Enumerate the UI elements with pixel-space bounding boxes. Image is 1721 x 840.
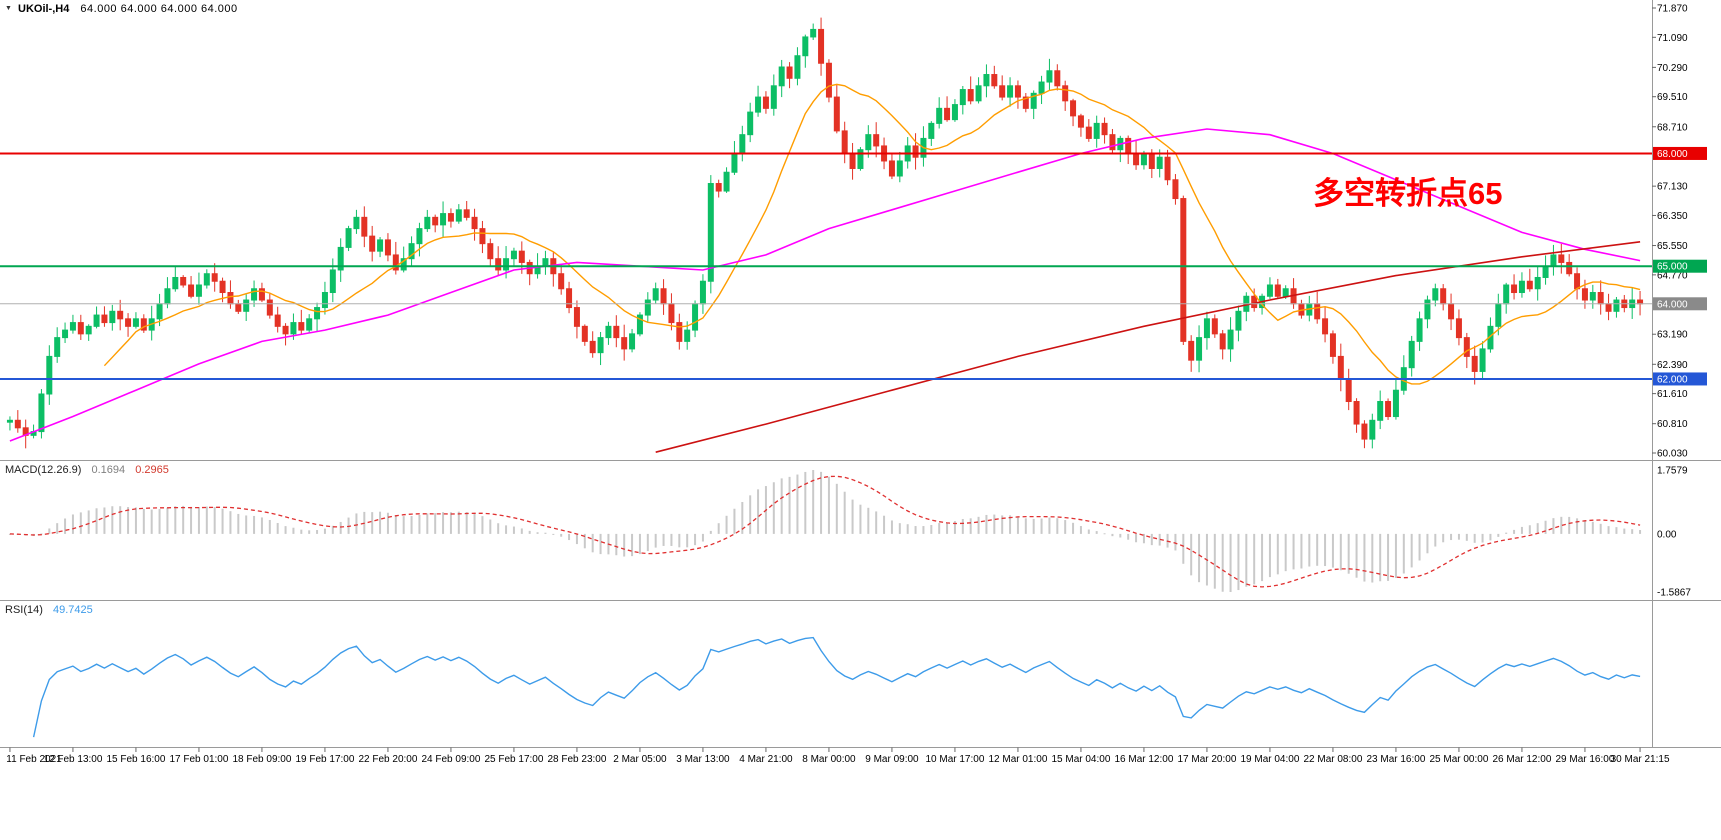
time-axis-label: 15 Feb 16:00 (106, 754, 165, 765)
ma-slow-line (655, 241, 1641, 453)
price-badge-label: 68.000 (1657, 149, 1688, 160)
symbol-title: UKOil-,H4 (18, 3, 70, 15)
price-axis-label: 67.130 (1657, 182, 1688, 193)
time-axis-label: 25 Mar 00:00 (1429, 754, 1488, 765)
macd-value-signal: 0.2965 (135, 464, 169, 476)
time-axis-label: 18 Feb 09:00 (232, 754, 291, 765)
rsi-indicator-label: RSI(14) 49.7425 (5, 604, 93, 616)
time-axis-label: 24 Feb 09:00 (421, 754, 480, 765)
macd-axis-label: 0.00 (1657, 529, 1677, 540)
price-badge (1653, 372, 1707, 386)
time-axis-label: 16 Mar 12:00 (1114, 754, 1173, 765)
macd-value-main: 0.1694 (91, 464, 126, 476)
candles (6, 17, 1644, 449)
price-axis-label: 64.770 (1657, 270, 1688, 281)
price-axis-label: 63.190 (1657, 330, 1688, 341)
rsi-panel (32, 636, 1641, 738)
price-badge (1653, 259, 1707, 273)
time-axis-label: 8 Mar 00:00 (802, 754, 856, 765)
time-axis-label: 15 Mar 04:00 (1051, 754, 1110, 765)
time-axis-label: 22 Mar 08:00 (1303, 754, 1362, 765)
price-axis-label: 68.710 (1657, 122, 1688, 133)
time-axis-label: 17 Mar 20:00 (1177, 754, 1236, 765)
ma-mid-line (9, 128, 1641, 442)
symbol-info-bar: ▼ UKOil-,H4 64.000 64.000 64.000 64.000 (5, 3, 238, 15)
macd-axis-label: 1.7579 (1657, 466, 1688, 477)
macd-indicator-label: MACD(12.26.9) 0.1694 0.2965 (5, 464, 169, 476)
time-axis-label: 3 Mar 13:00 (676, 754, 730, 765)
rsi-name: RSI(14) (5, 604, 43, 616)
price-axis-label: 66.350 (1657, 211, 1688, 222)
horizontal-lines (0, 152, 1652, 380)
text-annotation: 多空转折点65 (1313, 176, 1503, 211)
time-axis-label: 11 Feb 2021 (6, 754, 62, 765)
time-axis-label: 4 Mar 21:00 (739, 754, 793, 765)
time-axis-label: 26 Mar 12:00 (1492, 754, 1551, 765)
price-axis: 71.870 71.090 70.290 69.510 68.710 67.130 66.3… (1652, 4, 1707, 460)
macd-name: MACD(12.26.9) (5, 464, 82, 476)
time-axis-label: 30 Mar 21:15 (1611, 754, 1670, 765)
time-axis-label: 12 Feb 13:00 (43, 754, 102, 765)
time-axis-label: 28 Feb 23:00 (547, 754, 606, 765)
time-axis-label: 23 Mar 16:00 (1366, 754, 1425, 765)
moving-averages (9, 83, 1641, 453)
time-axis-label: 10 Mar 17:00 (925, 754, 984, 765)
price-axis-label: 69.510 (1657, 92, 1688, 103)
price-badge-label: 64.000 (1657, 299, 1688, 310)
time-axis-label: 2 Mar 05:00 (613, 754, 667, 765)
price-axis-label: 71.870 (1657, 4, 1688, 15)
time-axis-label: 17 Feb 01:00 (169, 754, 228, 765)
time-axis-label: 22 Feb 20:00 (358, 754, 417, 765)
macd-signal-line (9, 475, 1641, 588)
price-axis-label: 62.390 (1657, 360, 1688, 371)
price-badge-label: 65.000 (1657, 262, 1688, 273)
price-axis-label: 71.090 (1657, 33, 1688, 44)
time-axis-label: 19 Feb 17:00 (295, 754, 354, 765)
time-axis-label: 19 Mar 04:00 (1240, 754, 1299, 765)
rsi-value: 49.7425 (52, 604, 93, 616)
price-axis-label: 70.290 (1657, 63, 1688, 74)
panel-separators (0, 0, 1721, 748)
ma-fast-line (103, 83, 1641, 385)
price-axis-label: 65.550 (1657, 241, 1688, 252)
time-axis-label: 9 Mar 09:00 (865, 754, 919, 765)
price-axis-label: 60.030 (1657, 449, 1688, 460)
time-axis-label: 25 Feb 17:00 (484, 754, 543, 765)
rsi-line (32, 636, 1641, 738)
price-badge (1653, 146, 1707, 160)
price-axis-label: 60.810 (1657, 419, 1688, 430)
symbol-ohlc-values: 64.000 64.000 64.000 64.000 (80, 3, 238, 15)
price-axis-label: 61.610 (1657, 389, 1688, 400)
macd-axis-label: -1.5867 (1657, 588, 1691, 599)
price-badge-label: 62.000 (1657, 374, 1688, 385)
macd-panel: 1.7579 0.00 -1.5867 (8, 466, 1691, 599)
time-axis-label: 12 Mar 01:00 (988, 754, 1047, 765)
time-axis-label: 29 Mar 16:00 (1555, 754, 1614, 765)
price-badge (1653, 297, 1707, 311)
symbol-dropdown-icon[interactable]: ▼ (5, 5, 12, 12)
